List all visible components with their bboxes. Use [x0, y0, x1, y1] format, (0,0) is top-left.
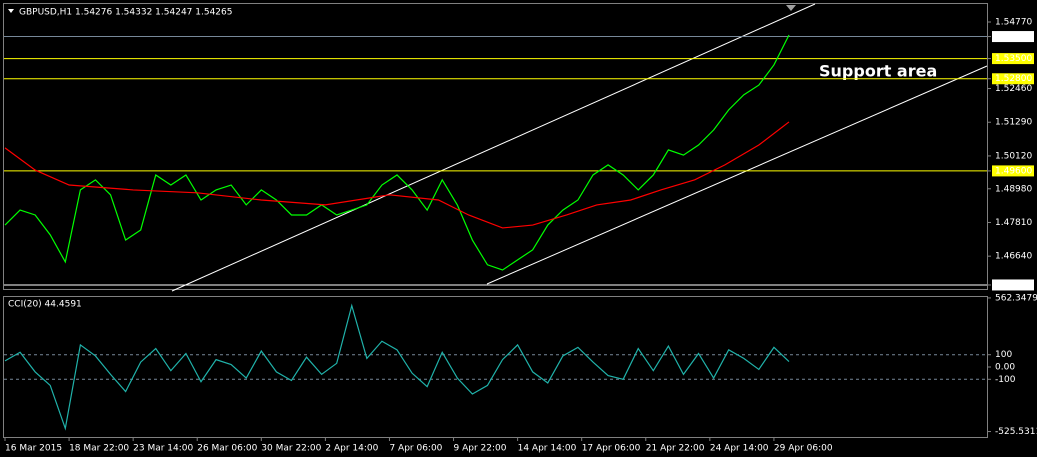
x-tick-label: 23 Mar 14:00: [133, 444, 193, 454]
y-tick-label: 1.52800: [995, 74, 1032, 84]
series-line: [4, 34, 790, 271]
price-box: [992, 31, 1034, 43]
y-tick-label: 1.54770: [995, 18, 1032, 28]
price-box: [992, 279, 1034, 291]
y-tick-label: 1.47810: [995, 218, 1032, 228]
y-tick-label: 1.46640: [995, 252, 1032, 262]
y-tick-label: 100: [995, 350, 1012, 360]
channel-upper: [171, 3, 816, 292]
x-tick-label: 14 Apr 14:00: [518, 444, 577, 454]
y-tick-label: 1.49600: [995, 166, 1032, 176]
x-tick-label: 17 Apr 06:00: [582, 444, 641, 454]
y-tick-label: 1.50120: [995, 151, 1032, 161]
y-tick-label: -100: [995, 375, 1016, 385]
annotation: Support area: [819, 62, 937, 81]
series-line: [4, 121, 790, 229]
x-tick-label: 30 Mar 22:00: [261, 444, 321, 454]
chart-title: GBPUSD,H1 1.54276 1.54332 1.54247 1.5426…: [19, 8, 232, 18]
x-tick-label: 7 Apr 06:00: [389, 444, 442, 454]
price-box: [992, 165, 1034, 177]
x-tick-label: 18 Mar 22:00: [69, 444, 129, 454]
x-tick-label: 16 Mar 2015: [5, 444, 62, 454]
x-tick-label: 26 Mar 06:00: [197, 444, 257, 454]
channel-lower: [486, 65, 988, 285]
y-tick-label: 1.48980: [995, 184, 1032, 194]
y-tick-label: 0.00: [995, 363, 1015, 373]
price-box: [992, 73, 1034, 85]
y-tick-label: 1.54265: [995, 32, 1032, 42]
y-tick-label: 1.52460: [995, 84, 1032, 94]
x-tick-label: 29 Apr 06:00: [774, 444, 833, 454]
price-marker: [786, 5, 796, 11]
x-tick-label: 24 Apr 14:00: [710, 444, 769, 454]
y-tick-label: -525.5311: [995, 427, 1037, 437]
main-panel: [3, 3, 988, 290]
y-tick-label: 1.53500: [995, 54, 1032, 64]
x-tick-label: 2 Apr 14:00: [325, 444, 378, 454]
cci-title: CCI(20) 44.4591: [8, 300, 82, 310]
menu-arrow: [8, 9, 14, 13]
price-box: [992, 53, 1034, 65]
x-tick-label: 21 Apr 22:00: [646, 444, 705, 454]
y-tick-label: 1.51290: [995, 118, 1032, 128]
y-tick-label: 562.3479: [995, 293, 1037, 303]
y-tick-label: 1.45640: [995, 280, 1032, 290]
x-tick-label: 9 Apr 22:00: [454, 444, 507, 454]
series-line: [4, 303, 790, 431]
